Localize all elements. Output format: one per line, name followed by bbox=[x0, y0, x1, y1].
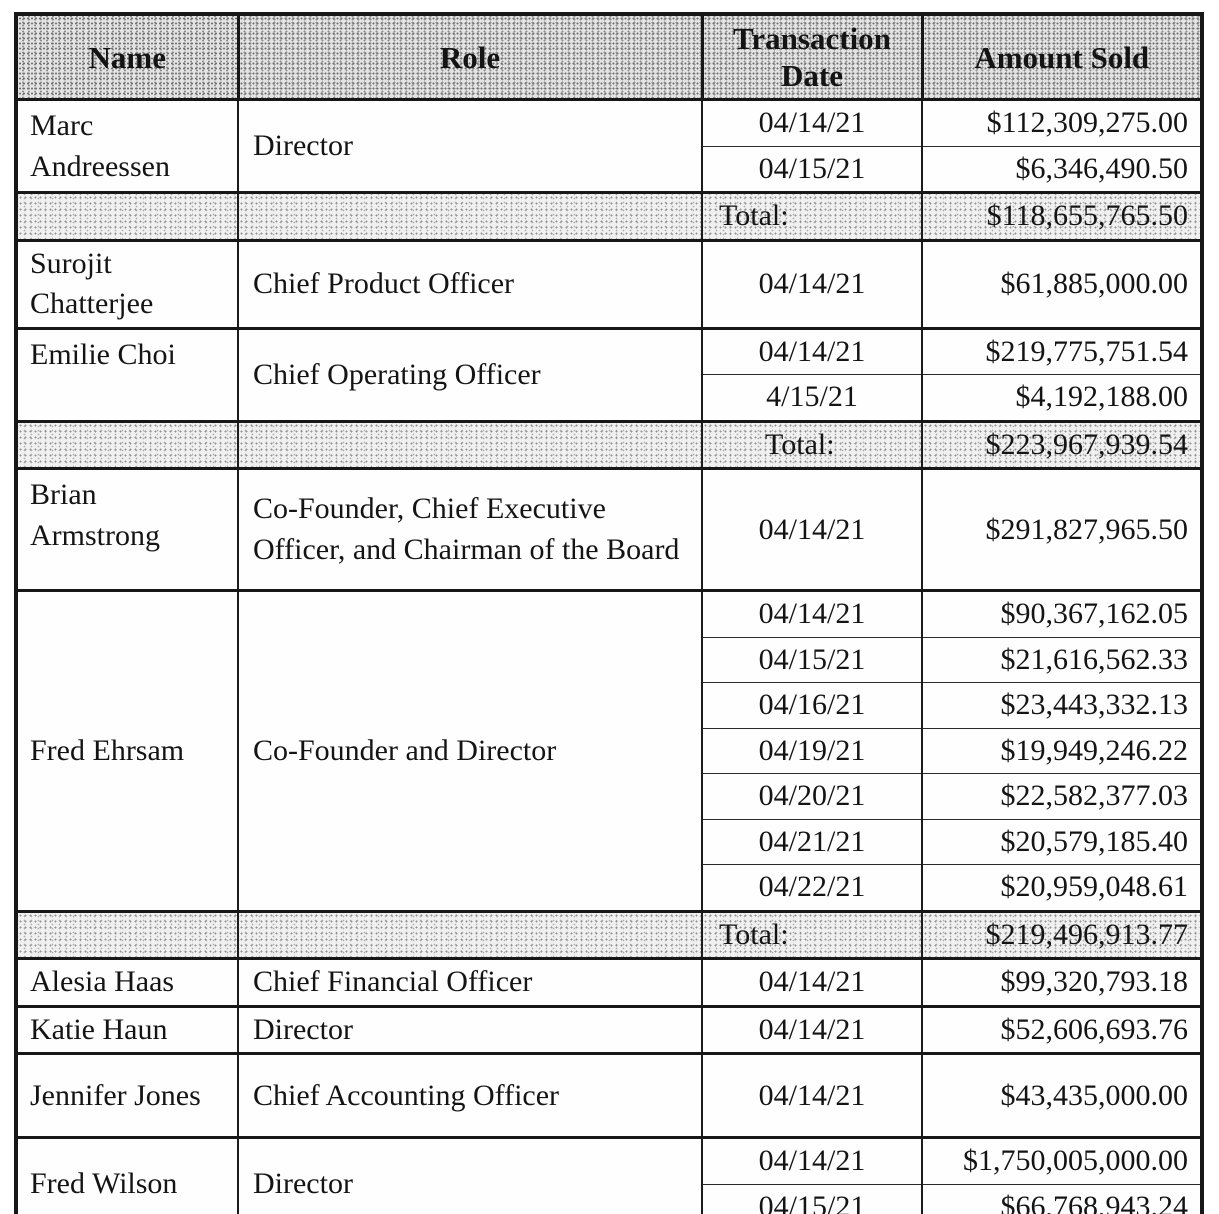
spacer-cell bbox=[15, 909, 239, 960]
role-cell: Chief Financial Officer bbox=[237, 957, 703, 1007]
table-row: 04/15/21 $66,768,943.24 bbox=[16, 1183, 1203, 1214]
role-cell: Chief Operating Officer bbox=[237, 326, 703, 422]
role-cell: Chief Accounting Officer bbox=[237, 1052, 703, 1139]
insider-sales-table: Name Role Transaction Date Amount Sold M… bbox=[14, 12, 1204, 1214]
transaction-date-cell: 04/15/21 bbox=[701, 1183, 923, 1214]
transaction-date-cell: 04/20/21 bbox=[701, 773, 923, 820]
name-cell: Brian Armstrong bbox=[15, 467, 239, 592]
transaction-date-cell: 04/14/21 bbox=[701, 589, 923, 638]
table-row: Katie Haun Director 04/14/21 $52,606,693… bbox=[15, 1004, 1203, 1055]
role-cell: Co-Founder, Chief Executive Officer, and… bbox=[237, 467, 703, 592]
transaction-date-cell: 04/22/21 bbox=[701, 864, 923, 912]
table-row: Fred Wilson Director 04/14/21 $1,750,005… bbox=[15, 1136, 1203, 1214]
total-amount-cell: $118,655,765.50 bbox=[921, 191, 1203, 241]
transaction-date-cell: 04/14/21 bbox=[701, 1052, 923, 1139]
amount-sold-cell: $21,616,562.33 bbox=[921, 636, 1203, 684]
transaction-date-cell: 4/15/21 bbox=[701, 374, 923, 422]
table-row: 04/21/21 $20,579,185.40 bbox=[16, 818, 1203, 866]
name-cell: Jennifer Jones bbox=[15, 1052, 239, 1139]
table-row: 04/15/21 $21,616,562.33 bbox=[16, 636, 1203, 684]
name-cell: Alesia Haas bbox=[15, 957, 239, 1007]
transaction-date-cell: 04/19/21 bbox=[701, 727, 923, 775]
total-label-cell: Total: bbox=[701, 191, 923, 241]
total-amount-cell: $223,967,939.54 bbox=[921, 419, 1203, 470]
transaction-date-cell: 04/14/21 bbox=[701, 238, 923, 329]
role-cell: Director bbox=[237, 1004, 703, 1055]
scanned-document-page: Name Role Transaction Date Amount Sold M… bbox=[0, 12, 1219, 1214]
transaction-date-cell: 04/14/21 bbox=[701, 467, 923, 592]
amount-sold-cell: $52,606,693.76 bbox=[921, 1004, 1203, 1055]
name-cell: Surojit Chatterjee bbox=[15, 238, 239, 329]
amount-sold-cell: $6,346,490.50 bbox=[921, 145, 1203, 194]
name-cell: Fred Ehrsam bbox=[15, 589, 239, 912]
transaction-date-cell: 04/14/21 bbox=[701, 1136, 923, 1185]
table-row: 04/19/21 $19,949,246.22 bbox=[16, 727, 1203, 775]
transaction-date-cell: 04/16/21 bbox=[701, 682, 923, 729]
spacer-cell bbox=[237, 909, 703, 960]
transaction-date-cell: 04/14/21 bbox=[701, 1004, 923, 1055]
table-row: Surojit Chatterjee Chief Product Officer… bbox=[15, 238, 1203, 329]
amount-sold-cell: $20,579,185.40 bbox=[921, 818, 1203, 866]
name-cell: Katie Haun bbox=[15, 1004, 239, 1055]
table-row: Jennifer Jones Chief Accounting Officer … bbox=[15, 1052, 1203, 1139]
role-cell: Chief Product Officer bbox=[237, 238, 703, 329]
spacer-cell bbox=[15, 419, 239, 470]
name-cell: Emilie Choi bbox=[15, 326, 239, 422]
amount-sold-cell: $43,435,000.00 bbox=[921, 1052, 1203, 1139]
amount-sold-cell: $19,949,246.22 bbox=[921, 727, 1203, 775]
column-header-name: Name bbox=[14, 12, 240, 102]
spacer-cell bbox=[237, 419, 703, 470]
table-row: Alesia Haas Chief Financial Officer 04/1… bbox=[15, 957, 1203, 1007]
total-label-cell: Total: bbox=[701, 909, 923, 960]
total-amount-cell: $219,496,913.77 bbox=[921, 909, 1203, 960]
transaction-date-cell: 04/15/21 bbox=[701, 636, 923, 684]
amount-sold-cell: $90,367,162.05 bbox=[921, 589, 1203, 638]
total-row: Total: $219,496,913.77 bbox=[15, 909, 1203, 960]
total-row: Total: $118,655,765.50 bbox=[15, 191, 1203, 241]
amount-sold-cell: $61,885,000.00 bbox=[921, 238, 1203, 329]
transaction-date-cell: 04/15/21 bbox=[701, 145, 923, 194]
name-cell: Fred Wilson bbox=[15, 1136, 239, 1214]
spacer-cell bbox=[237, 191, 703, 241]
transaction-date-cell: 04/21/21 bbox=[701, 818, 923, 866]
header-row: Name Role Transaction Date Amount Sold bbox=[14, 12, 1204, 102]
column-header-transaction-date: Transaction Date bbox=[700, 12, 924, 102]
table-row: Marc Andreessen Director 04/14/21 $112,3… bbox=[15, 99, 1203, 194]
transaction-date-cell: 04/14/21 bbox=[701, 957, 923, 1007]
name-cell: Marc Andreessen bbox=[15, 99, 239, 194]
column-header-amount-sold: Amount Sold bbox=[920, 12, 1204, 102]
column-header-role: Role bbox=[236, 12, 704, 102]
total-row: Total: $223,967,939.54 bbox=[15, 419, 1203, 470]
role-cell: Director bbox=[237, 1136, 703, 1214]
amount-sold-cell: $66,768,943.24 bbox=[921, 1183, 1203, 1214]
total-label-cell: Total: bbox=[701, 419, 923, 470]
amount-sold-cell: $1,750,005,000.00 bbox=[921, 1136, 1203, 1185]
amount-sold-cell: $20,959,048.61 bbox=[921, 864, 1203, 912]
table-row: Emilie Choi Chief Operating Officer 04/1… bbox=[15, 326, 1203, 422]
table-row: 04/22/21 $20,959,048.61 bbox=[16, 864, 1203, 912]
table-row: 04/20/21 $22,582,377.03 bbox=[16, 773, 1203, 820]
role-cell: Co-Founder and Director bbox=[237, 589, 703, 912]
amount-sold-cell: $4,192,188.00 bbox=[921, 374, 1203, 422]
amount-sold-cell: $291,827,965.50 bbox=[921, 467, 1203, 592]
table-row: 04/15/21 $6,346,490.50 bbox=[16, 145, 1203, 194]
table-row: Brian Armstrong Co-Founder, Chief Execut… bbox=[15, 467, 1203, 592]
amount-sold-cell: $22,582,377.03 bbox=[921, 773, 1203, 820]
amount-sold-cell: $219,775,751.54 bbox=[921, 326, 1203, 376]
spacer-cell bbox=[15, 191, 239, 241]
amount-sold-cell: $99,320,793.18 bbox=[921, 957, 1203, 1007]
transaction-date-cell: 04/14/21 bbox=[701, 99, 923, 147]
amount-sold-cell: $23,443,332.13 bbox=[921, 682, 1203, 729]
table-row: Fred Ehrsam Co-Founder and Director 04/1… bbox=[15, 589, 1203, 912]
role-cell: Director bbox=[237, 99, 703, 194]
transaction-date-cell: 04/14/21 bbox=[701, 326, 923, 376]
amount-sold-cell: $112,309,275.00 bbox=[921, 99, 1203, 147]
